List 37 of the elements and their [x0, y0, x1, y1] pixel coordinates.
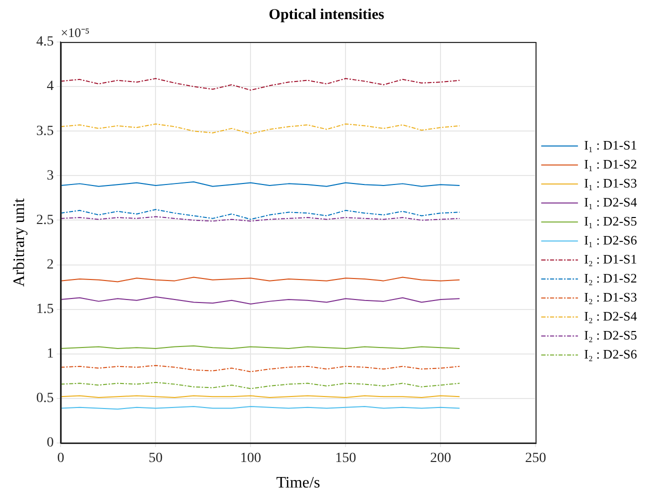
y-tick-label: 0	[46, 436, 54, 451]
legend-label: I₂ : D2-S5	[584, 327, 637, 342]
x-tick-label: 250	[525, 451, 546, 466]
legend-label: I₁ : D2-S4	[584, 194, 638, 210]
x-tick-label: 200	[430, 451, 452, 466]
legend-label: I₁ : D2-S6	[584, 232, 638, 248]
y-tick-label: 0.5	[36, 391, 54, 406]
legend-label: I₁ : D1-S1	[584, 137, 637, 152]
legend-label: I₂ : D1-S1	[584, 251, 637, 266]
legend-label: I₂ : D2-S4	[584, 308, 638, 324]
text: ×10⁻⁵	[60, 24, 90, 40]
legend-label: I₂ : D1-S2	[584, 270, 637, 286]
x-tick-label: 0	[57, 451, 64, 466]
y-tick-label: 3.5	[36, 124, 54, 139]
x-tick-label: 100	[240, 451, 262, 466]
y-axis-title: Arbitrary unit	[10, 198, 28, 287]
line-series	[60, 364, 460, 372]
y-tick-label: 3	[46, 168, 54, 184]
x-tick-label: 150	[335, 451, 356, 466]
y-tick-label: 2	[46, 257, 54, 272]
legend-label: I₂ : D2-S6	[584, 346, 638, 362]
y-tick-label: 4.5	[36, 34, 54, 50]
line-series	[60, 382, 460, 390]
legend-label: I₁ : D1-S2	[584, 156, 637, 172]
y-tick-label: 4	[46, 79, 54, 94]
x-tick-label: 50	[148, 451, 163, 466]
y-tick-label: 1.5	[36, 302, 54, 318]
line-series	[60, 123, 460, 134]
legend-label: I₂ : D1-S3	[584, 289, 637, 304]
x-axis-title: Time/s	[276, 474, 320, 492]
line-series	[60, 209, 460, 220]
legend-label: I₁ : D2-S5	[584, 213, 637, 228]
line-series	[60, 78, 460, 91]
chart-title: Optical intensities	[268, 6, 384, 23]
y-tick-label: 2.5	[36, 212, 54, 228]
y-tick-label: 1	[46, 346, 54, 362]
legend-label: I₁ : D1-S3	[584, 175, 637, 190]
